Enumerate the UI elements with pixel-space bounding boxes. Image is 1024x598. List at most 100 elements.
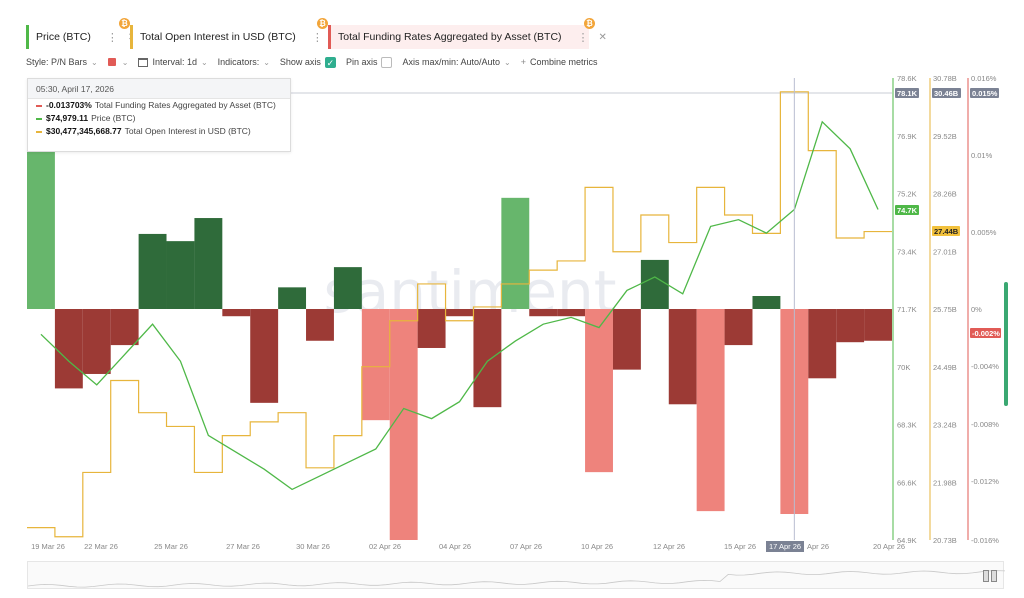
funding-rate-bar (138, 233, 167, 309)
price-last-badge-bg (895, 205, 919, 215)
color-swatch (107, 58, 116, 66)
axis-minmax-dropdown[interactable]: Axis max/min: Auto/Auto ⌄ (402, 57, 510, 67)
funding-rate-bar (557, 309, 586, 317)
funding-rate-bar (54, 309, 83, 389)
funding-rate-bar (612, 309, 641, 370)
calendar-icon (138, 57, 149, 67)
tooltip-value: $30,477,345,668.77 (46, 126, 122, 136)
chevron-down-icon: ⌄ (504, 57, 511, 67)
funding-rate-bar (194, 218, 223, 309)
x-axis-tick: 15 Apr 26 (724, 542, 756, 551)
style-dropdown[interactable]: Style: P/N Bars ⌄ (26, 57, 98, 67)
indicators-dropdown[interactable]: Indicators: ⌄ (218, 57, 270, 67)
price-axis-tick: 71.7K (897, 305, 917, 314)
oi-axis-tick: 30.78B (933, 74, 957, 83)
tooltip-row-price: $74,979.11 Price (BTC) (28, 112, 290, 125)
funding-rate-bar (668, 309, 697, 405)
more-icon[interactable]: ⋮ (106, 31, 118, 44)
oi-axis-tick: 28.26B (933, 190, 957, 199)
funding-axis-tick: 0.005% (971, 228, 997, 237)
tooltip-value: $74,979.11 (46, 113, 89, 123)
legend-marker (36, 117, 42, 120)
tooltip-value: -0.013703% (46, 100, 92, 110)
funding-rate-bar (110, 309, 139, 346)
price-last-badge: 74.7K (897, 206, 918, 215)
x-axis-tick: 19 Mar 26 (31, 542, 65, 551)
oi-crosshair-badge: 30.46B (934, 89, 959, 98)
chart-toolbar: Style: P/N Bars ⌄ ⌄ Interval: 1d ⌄ Indic… (26, 55, 608, 69)
chevron-down-icon: ⌄ (200, 57, 208, 67)
overview-navigator[interactable] (27, 561, 1006, 589)
funding-rate-bar (222, 309, 251, 317)
funding-rate-bar (389, 309, 418, 540)
x-axis-tick: 04 Apr 26 (439, 542, 471, 551)
pin-axis-checkbox[interactable] (381, 56, 393, 68)
more-icon[interactable]: ⋮ (311, 31, 323, 44)
funding-axis-tick: -0.004% (971, 362, 999, 371)
tab-price-label: Price (BTC) (36, 31, 91, 43)
tooltip-row-open-interest: $30,477,345,668.77 Total Open Interest in… (28, 125, 290, 138)
color-dropdown[interactable]: ⌄ (107, 58, 128, 67)
show-axis-toggle[interactable]: Show axis ✓ (280, 56, 336, 68)
x-axis-tick: 02 Apr 26 (369, 542, 401, 551)
funding-axis-tick: -0.016% (971, 536, 999, 545)
funding-axis-tick: 0.01% (971, 151, 993, 160)
combine-metrics-button[interactable]: + Combine metrics (521, 57, 598, 67)
x-axis-tick: 10 Apr 26 (581, 542, 613, 551)
oi-axis-tick: 20.73B (933, 536, 957, 545)
pin-axis-label: Pin axis (345, 57, 378, 67)
bitcoin-icon: ₿ (119, 18, 130, 29)
x-axis-tick: 25 Mar 26 (154, 542, 188, 551)
interval-dropdown[interactable]: Interval: 1d ⌄ (138, 57, 208, 67)
oi-axis-tick: 24.49B (933, 363, 957, 372)
funding-last-badge: -0.002% (972, 329, 1000, 338)
range-handle-right[interactable] (991, 570, 997, 582)
x-crosshair-badge-bg (766, 541, 804, 552)
combine-metrics-label: Combine metrics (529, 57, 598, 67)
tab-open-interest[interactable]: Total Open Interest in USD (BTC) ⋮ ✕ ₿ (130, 18, 341, 49)
price-axis-tick: 66.6K (897, 478, 917, 487)
price-line (40, 120, 879, 491)
funding-rate-bar (166, 241, 195, 309)
price-crosshair-badge-bg (895, 88, 919, 98)
vertical-scrollbar[interactable] (1004, 282, 1008, 406)
show-axis-checkbox[interactable]: ✓ (324, 56, 336, 68)
x-axis-tick: 17 Apr 26 (769, 542, 801, 551)
price-axis-tick: 70K (897, 363, 910, 372)
pin-axis-toggle[interactable]: Pin axis (345, 56, 393, 68)
oi-crosshair-badge-bg (932, 88, 961, 98)
chart-tooltip: 05:30, April 17, 2026 -0.013703% Total Fu… (27, 78, 291, 152)
funding-rate-bar (836, 309, 865, 343)
x-axis-tick: Apr 26 (807, 542, 829, 551)
funding-axis-tick: 0.016% (971, 74, 997, 83)
x-axis-tick: 30 Mar 26 (296, 542, 330, 551)
more-icon[interactable]: ⋮ (577, 31, 589, 44)
funding-crosshair-badge-bg (970, 88, 999, 98)
bitcoin-icon: ₿ (317, 18, 328, 29)
funding-axis-tick: 0% (971, 305, 982, 314)
price-axis-tick: 75.2K (897, 190, 917, 199)
metric-tabs: Price (BTC) ⋮ ✕ ₿ Total Open Interest in… (26, 18, 607, 49)
tooltip-label: Price (BTC) (91, 113, 136, 123)
funding-rate-bar (306, 309, 334, 341)
style-label: Style: P/N Bars (26, 57, 88, 67)
funding-rate-bar (278, 287, 307, 309)
chevron-down-icon: ⌄ (91, 57, 98, 67)
funding-crosshair-badge: 0.015% (972, 89, 998, 98)
plus-icon: + (520, 57, 526, 67)
axis-minmax-label: Axis max/min: Auto/Auto (402, 57, 500, 67)
funding-rate-bar (361, 309, 390, 421)
funding-axis-tick: -0.012% (971, 477, 999, 486)
funding-rate-bar (445, 309, 474, 317)
funding-rate-bar (250, 309, 279, 403)
close-icon[interactable]: ✕ (598, 31, 607, 43)
price-axis-tick: 78.6K (897, 74, 917, 83)
range-handle-left[interactable] (983, 570, 989, 582)
tab-funding-rates[interactable]: Total Funding Rates Aggregated by Asset … (328, 18, 607, 49)
price-axis-tick: 76.9K (897, 132, 917, 141)
price-axis-tick: 68.3K (897, 421, 917, 430)
funding-rate-bar (501, 197, 530, 309)
price-axis-tick: 73.4K (897, 247, 917, 256)
